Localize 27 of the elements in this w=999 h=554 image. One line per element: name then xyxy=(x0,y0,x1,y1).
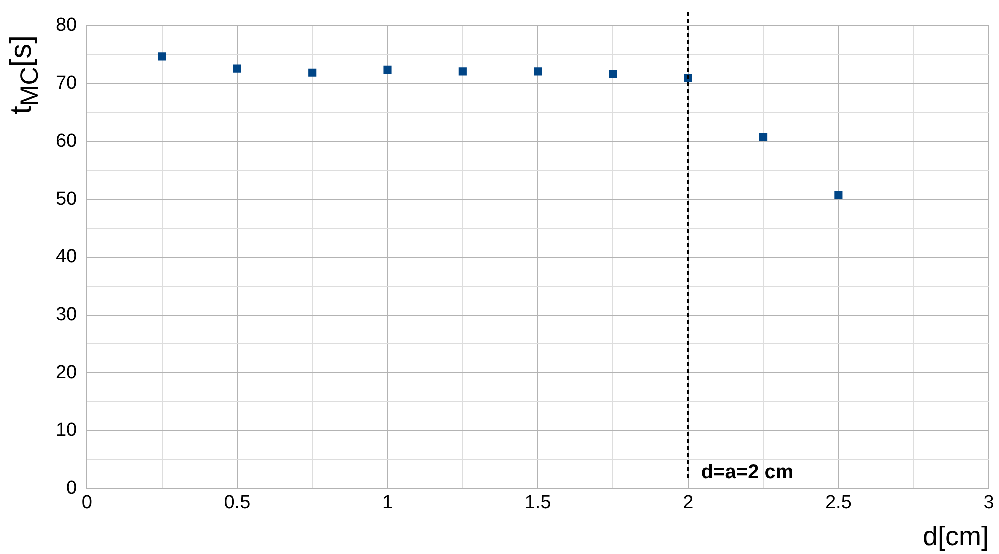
y-tick-label: 70 xyxy=(56,73,78,94)
point xyxy=(308,68,317,77)
y-tick-label: 0 xyxy=(66,478,78,500)
y-tick-label: 40 xyxy=(56,246,78,268)
point xyxy=(158,52,166,61)
point xyxy=(609,70,618,78)
point xyxy=(233,64,242,73)
y-tick-label: 60 xyxy=(56,130,78,152)
x-tick-label: 2 xyxy=(683,492,694,514)
x-tick-label: 0 xyxy=(82,492,92,514)
y-tick-label: 30 xyxy=(56,304,78,326)
x-axis-title: d[cm] xyxy=(922,521,989,552)
point xyxy=(384,66,392,74)
point xyxy=(834,191,843,200)
x-tick-label: 0.5 xyxy=(224,492,251,514)
y-tick-label: 80 xyxy=(56,15,78,36)
x-tick-label: 3 xyxy=(984,492,994,514)
x-tick-label: 1.5 xyxy=(524,492,552,514)
x-tick-label: 2.5 xyxy=(825,492,852,514)
point xyxy=(760,133,768,142)
y-tick-label: 10 xyxy=(56,420,78,442)
y-tick-label: 20 xyxy=(56,362,78,384)
point xyxy=(534,68,542,76)
point xyxy=(458,68,467,76)
ref-line-label: d=a=2 cm xyxy=(701,461,794,484)
x-tick-label: 1 xyxy=(382,492,394,514)
y-tick-label: 50 xyxy=(56,188,78,210)
